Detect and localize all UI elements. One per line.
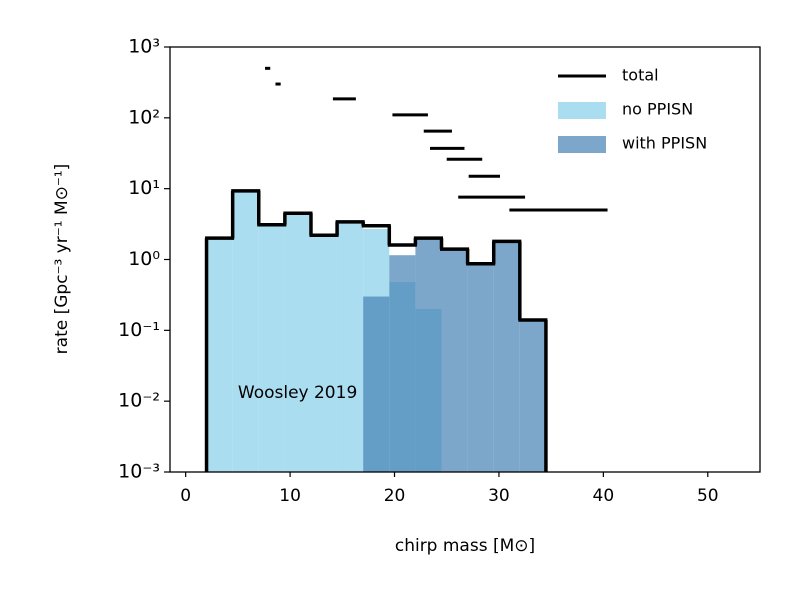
y-tick-label: 10² [128,106,160,128]
x-tick-label: 0 [180,486,191,506]
histogram-bar [284,213,311,472]
y-tick-label: 10⁻² [118,390,160,412]
histogram-bar [441,249,468,472]
y-tick-label: 10⁻¹ [118,319,160,341]
legend-label: total [622,66,659,85]
y-tick-label: 10³ [128,36,160,58]
x-tick-label: 50 [697,486,719,506]
x-tick-label: 40 [593,486,615,506]
legend-swatch [558,102,606,119]
legend-swatch [558,136,606,153]
x-axis-label: chirp mass [M⊙] [395,536,535,556]
x-tick-label: 10 [279,486,301,506]
histogram-bar [206,238,233,472]
y-axis-label: rate [Gpc⁻³ yr⁻¹ M⊙⁻¹] [52,164,72,355]
x-tick-label: 30 [488,486,510,506]
histogram-bar [493,241,520,472]
histogram-bar [519,319,546,472]
y-tick-label: 10¹ [128,177,160,199]
legend-label: with PPISN [622,134,707,153]
x-tick-label: 20 [384,486,406,506]
y-tick-label: 10⁰ [128,248,160,270]
histogram-bar [467,263,494,472]
histogram-bar [310,235,338,472]
histogram-bar [363,296,390,472]
legend-label: no PPISN [622,100,693,119]
annotation: Woosley 2019 [238,383,357,403]
histogram-bar [337,221,364,472]
y-tick-label: 10⁻³ [118,461,160,483]
histogram-bar [415,238,442,472]
histogram-bar [258,224,285,472]
histogram-bar [232,190,259,473]
histogram-bar [389,255,416,472]
